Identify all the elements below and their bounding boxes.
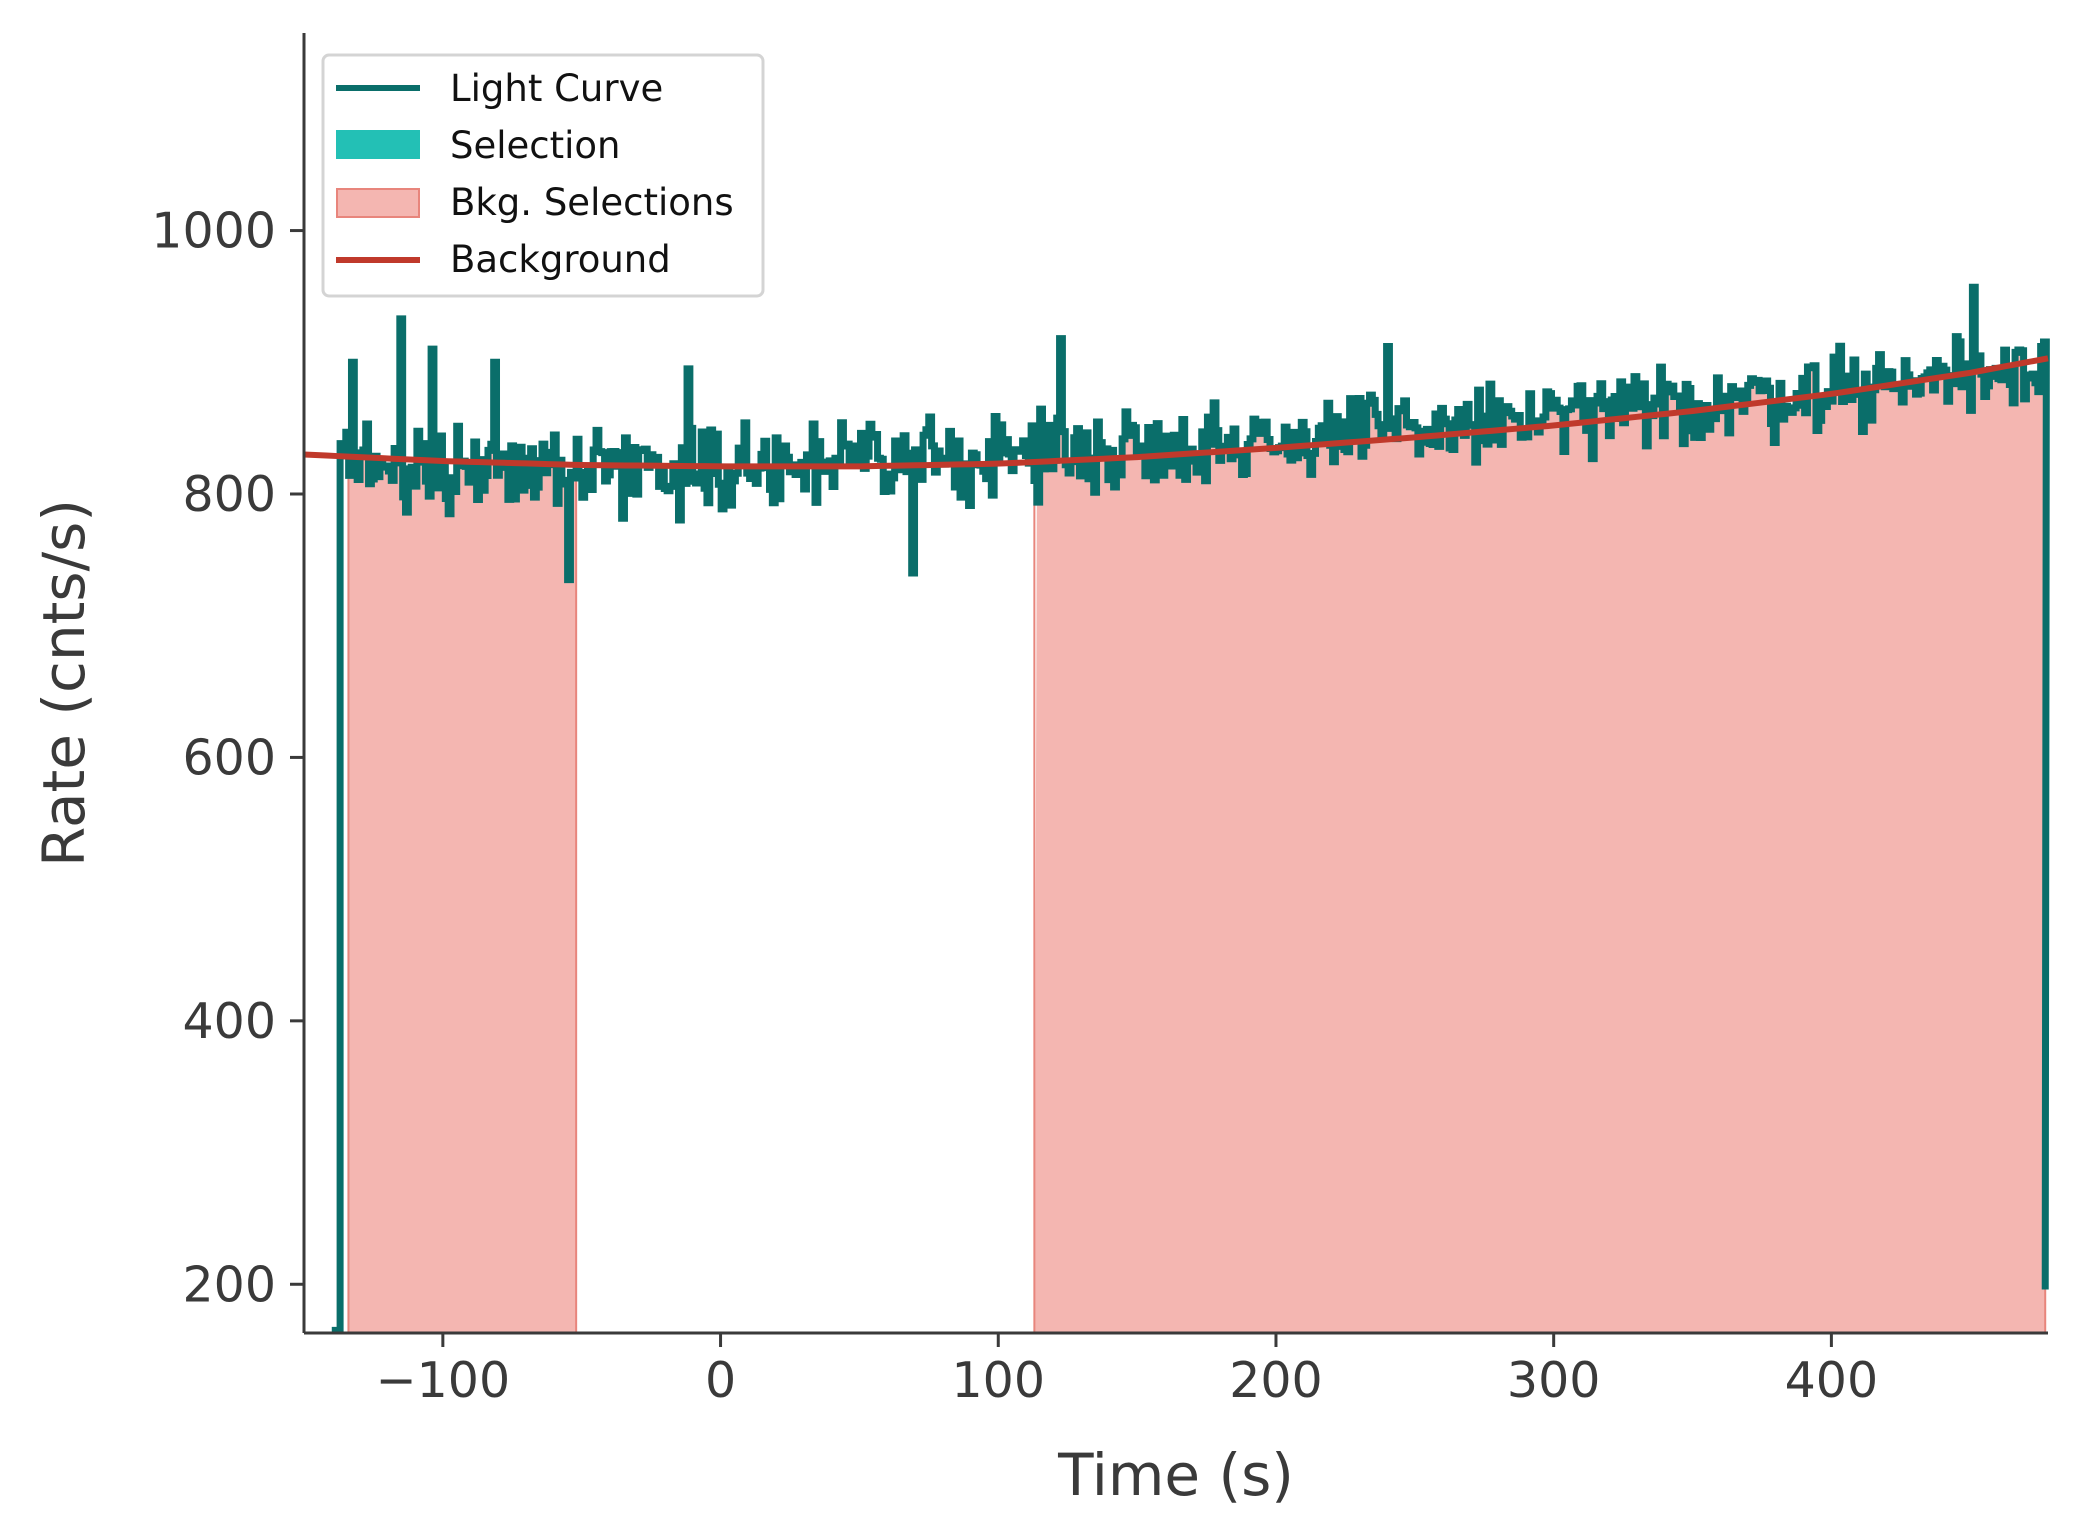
y-tick-label: 1000 bbox=[151, 203, 276, 260]
legend-label-selection: Selection bbox=[450, 124, 621, 167]
y-tick-label: 200 bbox=[182, 1256, 276, 1313]
y-ticks: 200 400 600 800 1000 bbox=[151, 203, 304, 1313]
light-curve-layer bbox=[331, 283, 2050, 1334]
legend-swatch-bkg-selections bbox=[336, 188, 420, 218]
background-fit-layer bbox=[303, 355, 2049, 470]
legend-frame bbox=[321, 53, 765, 298]
legend-swatch-selection bbox=[336, 130, 420, 159]
x-axis-label: Time (s) bbox=[1057, 1441, 1294, 1509]
x-tick-label: 300 bbox=[1507, 1352, 1601, 1409]
y-tick-label: 800 bbox=[182, 466, 276, 523]
bkg-selection-layer bbox=[347, 287, 2047, 1334]
legend: Light Curve Selection Bkg. Selections Ba… bbox=[321, 53, 765, 298]
y-tick-label: 400 bbox=[182, 993, 276, 1050]
light-curve-line bbox=[331, 283, 2050, 1334]
legend-label-light-curve: Light Curve bbox=[450, 67, 663, 110]
x-tick-label: −100 bbox=[376, 1352, 511, 1409]
x-tick-label: 100 bbox=[952, 1352, 1046, 1409]
x-tick-label: 0 bbox=[705, 1352, 736, 1409]
bkg-selection-1 bbox=[348, 318, 579, 1333]
x-ticks: −100 0 100 200 300 400 bbox=[376, 1333, 1879, 1409]
legend-label-bkg-selections: Bkg. Selections bbox=[450, 181, 734, 224]
axes bbox=[302, 33, 2048, 1335]
legend-label-background: Background bbox=[450, 238, 671, 281]
y-axis-label: Rate (cnts/s) bbox=[30, 499, 98, 867]
background-line bbox=[303, 355, 2049, 470]
y-tick-label: 600 bbox=[182, 729, 276, 786]
x-tick-label: 200 bbox=[1229, 1352, 1323, 1409]
bkg-selection-2 bbox=[1034, 287, 2047, 1334]
x-tick-label: 400 bbox=[1785, 1352, 1879, 1409]
